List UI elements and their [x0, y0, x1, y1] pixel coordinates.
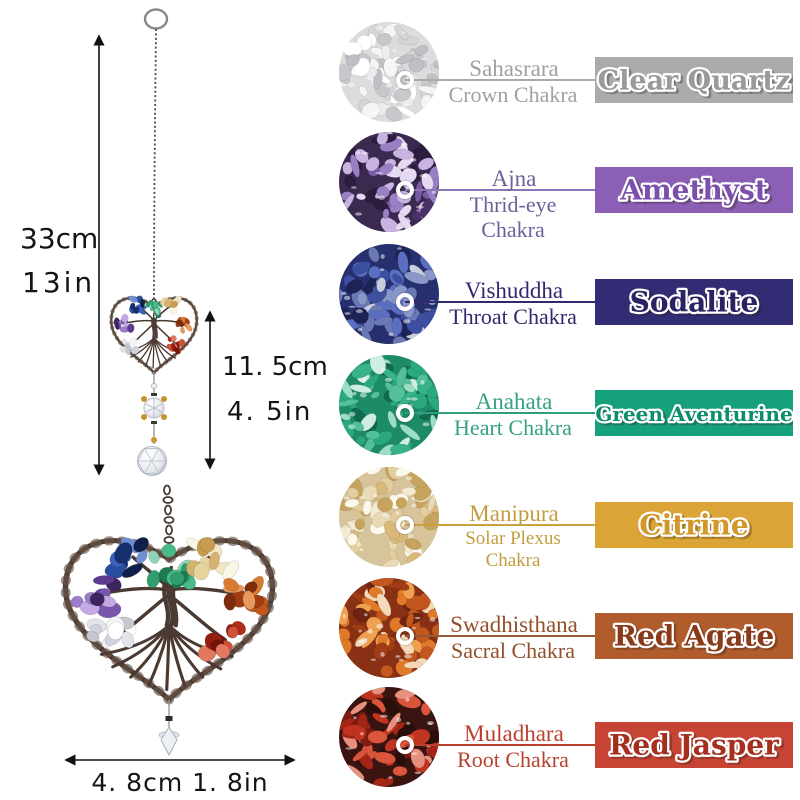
stone-name-banner: Amethyst Amethyst [595, 167, 793, 213]
connector-line [405, 79, 595, 81]
svg-text:Sodalite: Sodalite [630, 286, 759, 319]
svg-text:Red Agate: Red Agate [616, 622, 777, 655]
stone-name-banner: Green Aventurine Green Aventurine [593, 390, 797, 436]
svg-text:Green Aventurine: Green Aventurine [595, 402, 792, 426]
stone-photo [338, 131, 440, 233]
hanging-chain [150, 28, 158, 308]
svg-text:Green Aventurine: Green Aventurine [598, 404, 793, 428]
stone-photo [338, 466, 440, 568]
chakra-row-green-aventurine: Anahata Heart Chakra Green Aventurine Gre… [332, 350, 798, 460]
connector-line [405, 744, 595, 746]
connector-line [405, 524, 595, 526]
large-heart-pendant [60, 536, 278, 708]
pendant-beads [141, 372, 167, 444]
pendant-drop-in-label: 4. 5in [227, 397, 313, 427]
chakra-row-amethyst: Ajna Thrid-eye Chakra Amethyst Amethyst [332, 127, 798, 241]
svg-text:Sodalite: Sodalite [632, 288, 761, 321]
chakra-row-red-agate: Swadhisthana Sacral Chakra Red Agate Red … [332, 573, 798, 683]
chakra-sanskrit-name: Swadhisthana [450, 612, 578, 637]
chakra-sanskrit-name: Anahata [475, 389, 553, 414]
chakra-sanskrit-name: Muladhara [464, 721, 564, 746]
chakra-common-name: Sacral Chakra [451, 638, 575, 663]
connector-line [405, 301, 595, 303]
stone-name-banner: Citrine Citrine [595, 502, 793, 548]
chakra-sanskrit-name: Ajna [491, 166, 537, 191]
stone-photo [338, 354, 440, 456]
stone-name-banner: Red Jasper Red Jasper [595, 722, 793, 768]
chakra-sanskrit-name: Manipura [469, 501, 559, 526]
chakra-common-name: Throat Chakra [449, 304, 577, 329]
chain-length-cm-label: 33cm [20, 222, 99, 255]
stone-name-banner: Clear Quartz Clear Quartz [595, 57, 795, 103]
chakra-common-name: Crown Chakra [448, 82, 578, 107]
stone-marker-ring [396, 293, 414, 311]
stone-photo [338, 686, 440, 788]
chakra-row-sodalite: Vishuddha Throat Chakra Sodalite Sodalite [332, 239, 798, 349]
stone-marker-ring [396, 627, 414, 645]
chakra-row-citrine: Manipura Solar Plexus Chakra Citrine Citri… [332, 462, 798, 572]
svg-text:Citrine: Citrine [642, 511, 751, 544]
svg-text:Red Jasper: Red Jasper [609, 729, 780, 762]
svg-text:Amethyst: Amethyst [619, 174, 767, 207]
chakra-sanskrit-name: Vishuddha [464, 278, 564, 303]
svg-text:Red Agate: Red Agate [614, 620, 775, 653]
chakra-row-red-jasper: Muladhara Root Chakra Red Jasper Red Jasp… [332, 682, 798, 792]
svg-text:Clear Quartz: Clear Quartz [598, 66, 791, 97]
stone-name-banner: Sodalite Sodalite [595, 279, 793, 325]
chakra-common-name: Solar Plexus Chakra [465, 528, 561, 571]
pendant-size-diagram [60, 8, 296, 766]
chakra-row-clear-quartz: Sahasrara Crown Chakra Clear Quartz Clear… [332, 17, 798, 127]
svg-text:Citrine: Citrine [639, 509, 748, 542]
chakra-common-name: Root Chakra [457, 747, 569, 772]
stone-photo [338, 577, 440, 679]
connector-line [405, 635, 595, 637]
stone-marker-ring [396, 71, 414, 89]
svg-text:Clear Quartz: Clear Quartz [600, 68, 793, 99]
hanging-ring [143, 8, 169, 30]
stone-marker-ring [396, 404, 414, 422]
chakra-common-name: Thrid-eye Chakra [469, 192, 557, 242]
connector-line [405, 412, 595, 414]
stone-marker-ring [396, 516, 414, 534]
stone-marker-ring [396, 736, 414, 754]
connector-line [405, 189, 595, 191]
stone-marker-ring [396, 181, 414, 199]
heart-width-label: 4. 8cm 1. 8in [91, 768, 269, 797]
svg-text:Amethyst: Amethyst [622, 176, 770, 209]
chain-length-in-label: 13in [22, 266, 96, 299]
stone-name-banner: Red Agate Red Agate [595, 613, 793, 659]
chakra-sanskrit-name: Sahasrara [469, 56, 559, 81]
small-heart-pendant [109, 295, 199, 377]
crystal-ball [136, 446, 168, 476]
stone-photo [338, 243, 440, 345]
svg-text:Red Jasper: Red Jasper [612, 731, 783, 764]
chakra-common-name: Heart Chakra [454, 415, 572, 440]
pendant-drop-cm-label: 11. 5cm [222, 352, 328, 382]
pendant-dangle [158, 700, 180, 757]
stone-photo [338, 21, 440, 123]
